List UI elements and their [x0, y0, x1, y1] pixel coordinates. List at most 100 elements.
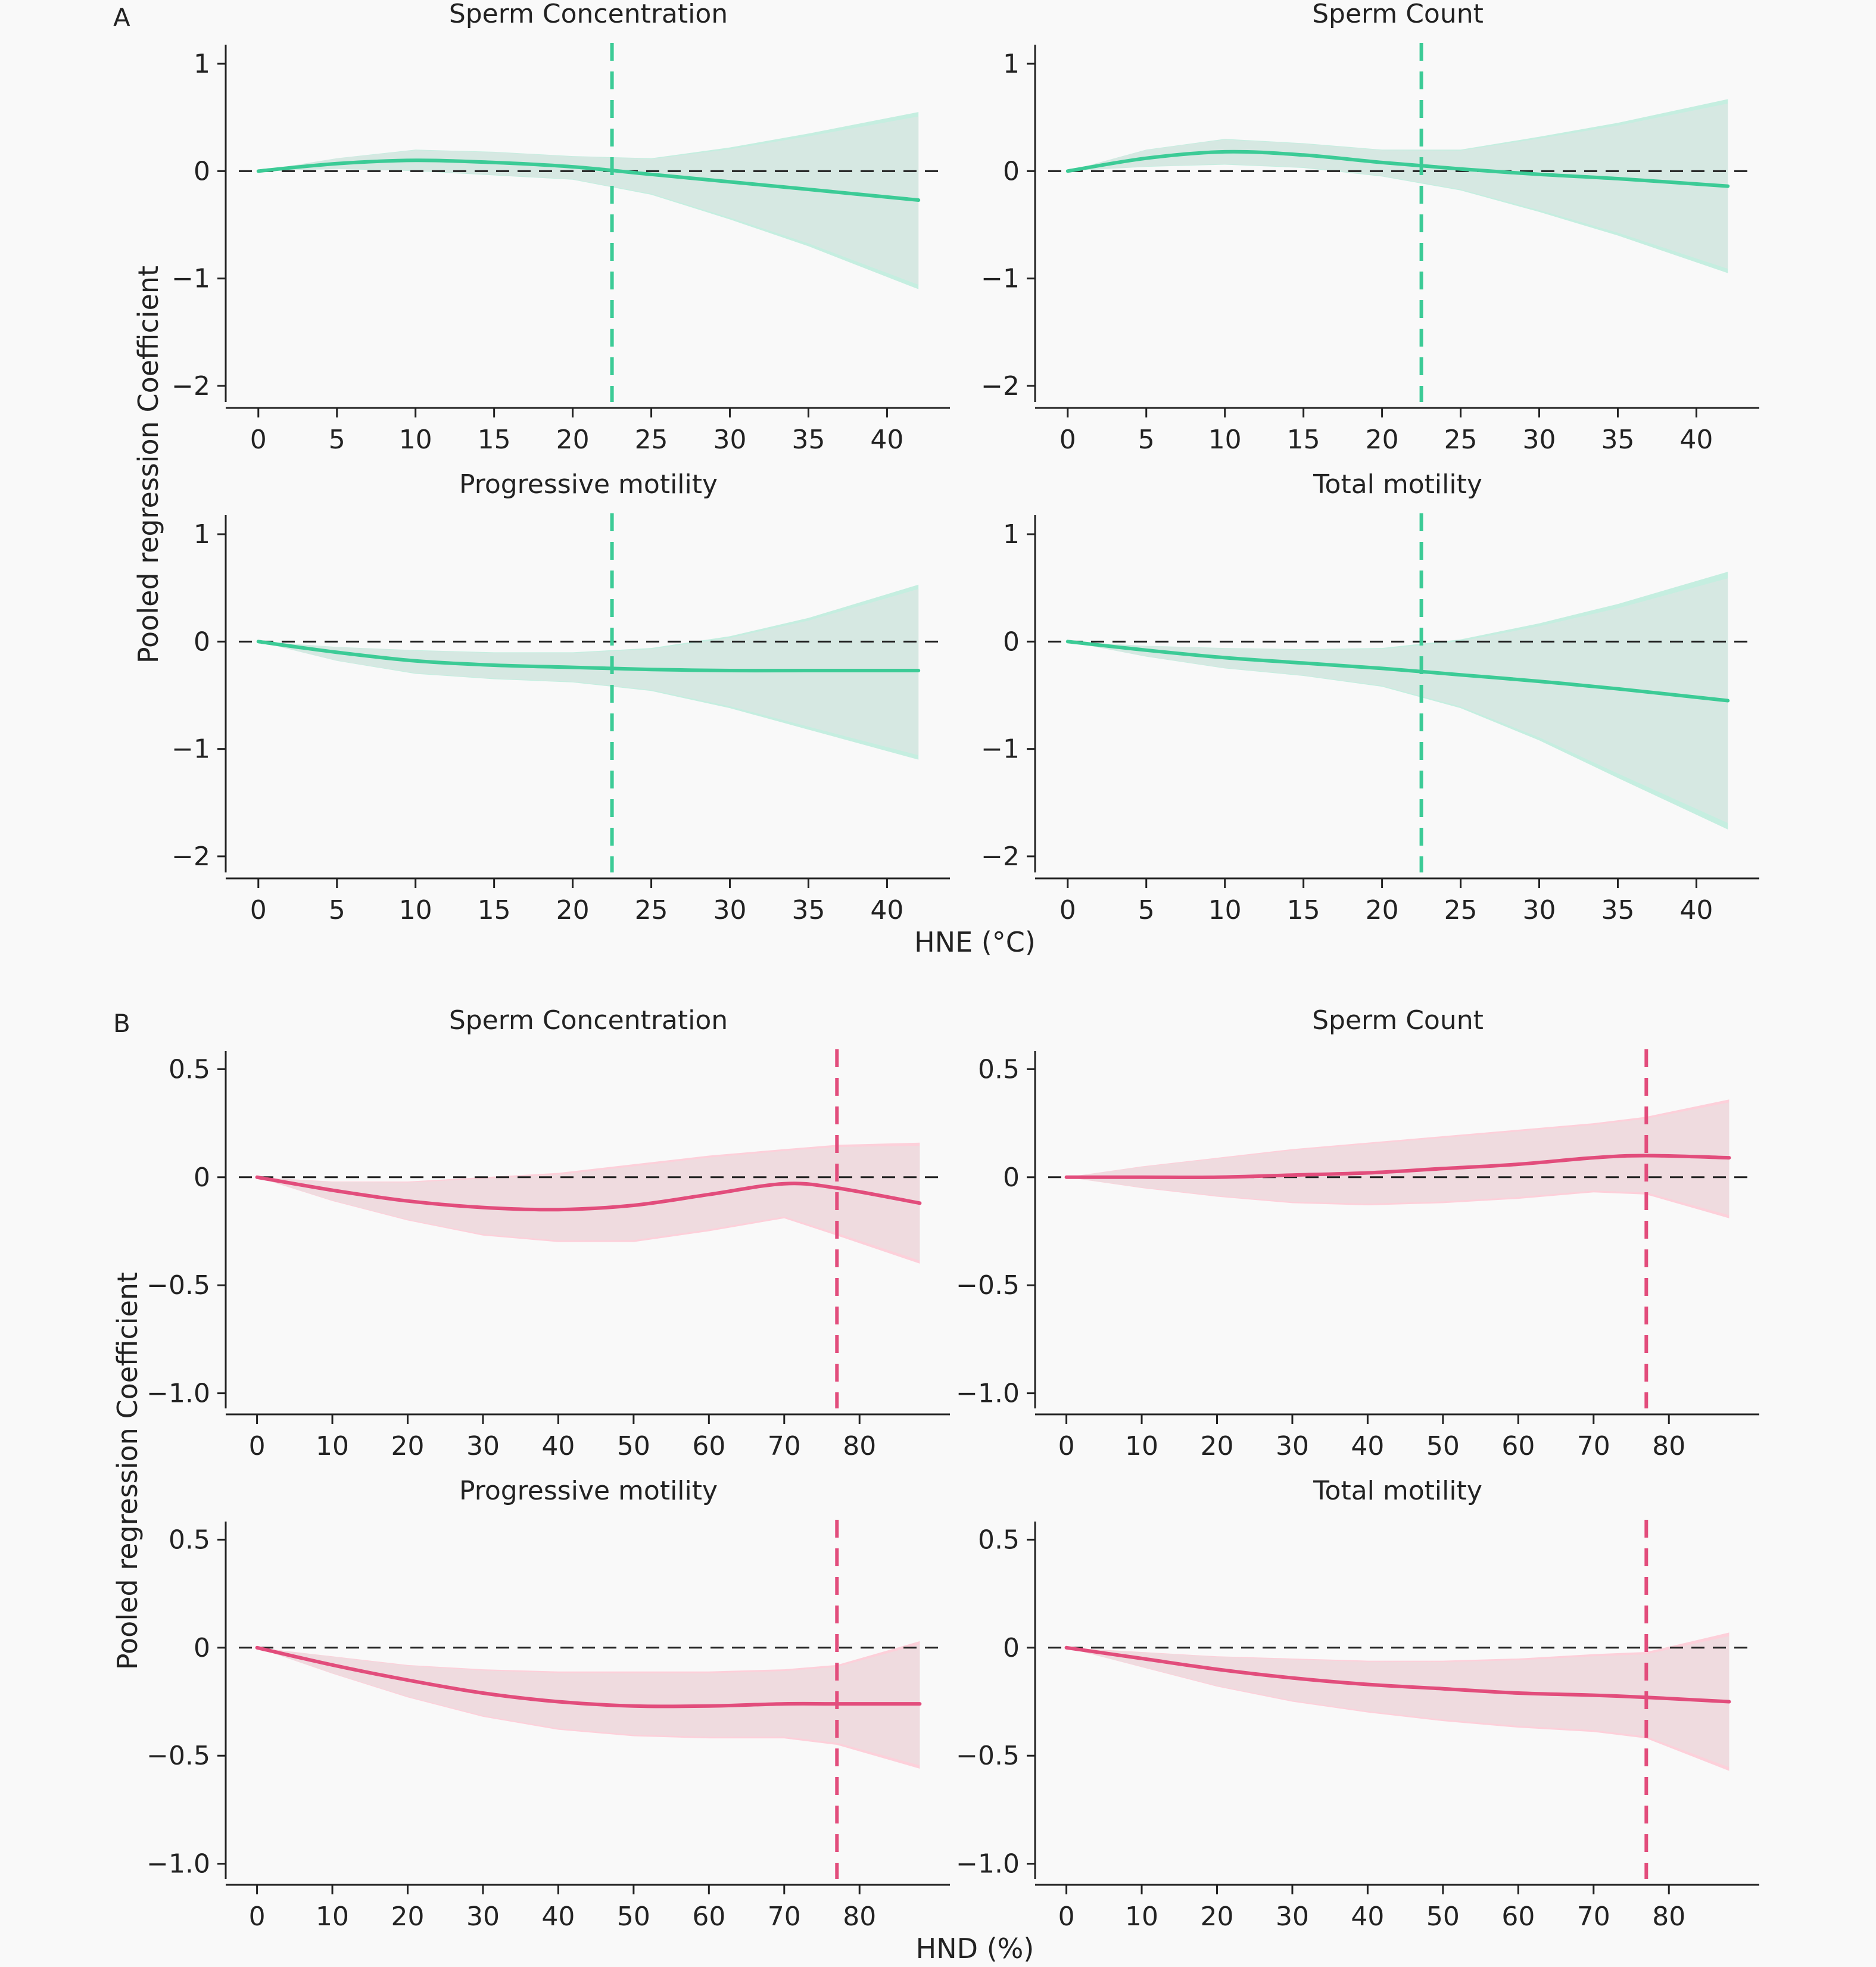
chart-panel-7: Progressive motility 0.5 0 −0.5 −1.0 0 10 20 30 4… [147, 1476, 950, 1932]
chart-title: Sperm Concentration [449, 0, 728, 29]
y-tick-label: 0 [194, 1633, 210, 1663]
estimate-curve [1064, 1645, 1731, 1704]
x-tick-label: 10 [1208, 425, 1242, 455]
estimate-curve [256, 640, 921, 673]
chart-panel-8: Total motility 0.5 0 −0.5 −1.0 0 10 20 30 40 50 60 7… [956, 1476, 1759, 1932]
panel-label-b: B [113, 1009, 130, 1038]
y-tick-label: 1 [1003, 49, 1020, 79]
x-axis-label-b: HND (%) [916, 1932, 1034, 1965]
y-axis-label-a: Pooled regression Coefficient [132, 266, 164, 663]
x-tick-label: 80 [1652, 1901, 1685, 1932]
x-tick-label: 70 [1577, 1901, 1610, 1932]
x-tick-label: 30 [713, 425, 747, 455]
x-tick-label: 60 [692, 1901, 725, 1932]
x-tick-label: 0 [249, 1431, 266, 1461]
x-tick-label: 15 [1287, 425, 1320, 455]
y-tick-label: 0.5 [169, 1054, 210, 1084]
chart-title: Sperm Count [1312, 0, 1484, 29]
x-tick-label: 50 [1426, 1431, 1460, 1461]
x-tick-label: 30 [1276, 1431, 1309, 1461]
x-tick-label: 50 [1426, 1901, 1460, 1932]
x-tick-label: 20 [1366, 425, 1399, 455]
x-tick-label: 5 [329, 425, 345, 455]
y-tick-label: 0 [1003, 1633, 1020, 1663]
y-tick-label: −1 [981, 264, 1020, 294]
x-tick-label: 25 [635, 895, 668, 925]
x-tick-label: 15 [1287, 895, 1320, 925]
x-tick-label: 15 [478, 895, 511, 925]
x-tick-label: 35 [1601, 425, 1634, 455]
x-tick-label: 0 [1059, 425, 1076, 455]
x-tick-label: 25 [1444, 895, 1478, 925]
x-tick-label: 10 [1208, 895, 1242, 925]
y-tick-label: −1.0 [147, 1379, 210, 1409]
y-tick-label: 0.5 [978, 1054, 1020, 1084]
y-tick-label: −1 [981, 734, 1020, 765]
confidence-band-gray [1066, 1636, 1729, 1768]
x-tick-label: 80 [843, 1901, 876, 1932]
estimate-curve [1064, 1154, 1731, 1180]
chart-title: Total motility [1313, 469, 1482, 500]
y-tick-label: −2 [981, 371, 1020, 401]
x-tick-label: 5 [329, 895, 345, 925]
x-tick-label: 70 [768, 1431, 801, 1461]
x-tick-label: 30 [466, 1901, 500, 1932]
y-tick-label: 0 [194, 156, 210, 186]
y-tick-label: 1 [1003, 519, 1020, 550]
x-tick-label: 60 [1501, 1431, 1535, 1461]
x-tick-label: 40 [1679, 895, 1713, 925]
x-tick-label: 20 [391, 1431, 425, 1461]
x-tick-label: 20 [556, 895, 590, 925]
y-tick-label: −1 [172, 734, 210, 765]
x-tick-label: 20 [556, 425, 590, 455]
x-tick-label: 30 [466, 1431, 500, 1461]
x-tick-label: 5 [1138, 895, 1155, 925]
y-tick-label: −1.0 [956, 1849, 1020, 1879]
x-tick-label: 30 [1276, 1901, 1309, 1932]
x-axis-label-a: HNE (°C) [914, 926, 1036, 958]
x-tick-label: 30 [1523, 425, 1556, 455]
x-tick-label: 10 [1125, 1431, 1158, 1461]
chart-title: Progressive motility [459, 1476, 718, 1506]
x-tick-label: 0 [249, 1901, 266, 1932]
estimate-curve [256, 158, 921, 202]
x-tick-label: 40 [870, 425, 903, 455]
x-tick-label: 5 [1138, 425, 1155, 455]
chart-panel-6: Sperm Count 0.5 0 −0.5 −1.0 0 10 20 30 40 50 60 70 80 [956, 1005, 1759, 1461]
y-tick-label: −1 [172, 264, 210, 294]
y-tick-label: 0 [194, 1162, 210, 1193]
x-tick-label: 10 [316, 1901, 349, 1932]
x-tick-label: 35 [1601, 895, 1634, 925]
y-tick-label: 0.5 [169, 1525, 210, 1555]
y-tick-label: 0 [1003, 156, 1020, 186]
x-tick-label: 80 [1652, 1431, 1685, 1461]
confidence-band-gray [1067, 578, 1728, 824]
x-tick-label: 70 [768, 1901, 801, 1932]
x-tick-label: 60 [1501, 1901, 1535, 1932]
x-tick-label: 40 [541, 1901, 575, 1932]
chart-title: Progressive motility [459, 469, 718, 500]
x-tick-label: 40 [1351, 1431, 1384, 1461]
x-tick-label: 25 [1444, 425, 1478, 455]
confidence-band-gray [257, 1145, 920, 1261]
x-tick-label: 0 [1058, 1901, 1075, 1932]
confidence-band-gray [1067, 103, 1728, 269]
x-tick-label: 30 [713, 895, 747, 925]
x-tick-label: 30 [1523, 895, 1556, 925]
y-axis-label-b: Pooled regression Coefficient [111, 1272, 144, 1670]
y-tick-label: −2 [981, 841, 1020, 872]
x-tick-label: 25 [635, 425, 668, 455]
x-tick-label: 10 [399, 425, 432, 455]
x-tick-label: 10 [399, 895, 432, 925]
x-tick-label: 10 [316, 1431, 349, 1461]
x-tick-label: 15 [478, 425, 511, 455]
x-tick-label: 40 [870, 895, 903, 925]
x-tick-label: 0 [1059, 895, 1076, 925]
y-tick-label: 1 [194, 49, 210, 79]
y-tick-label: −0.5 [956, 1741, 1020, 1771]
chart-panel-5: Sperm Concentration 0.5 0 −0.5 −1.0 0 10 20 30 40… [147, 1005, 950, 1461]
